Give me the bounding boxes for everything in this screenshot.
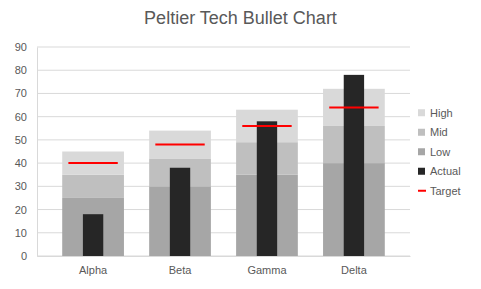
target-marker	[242, 125, 291, 127]
legend-swatch	[418, 190, 426, 192]
legend-label: High	[430, 107, 453, 119]
actual-bar	[170, 168, 190, 256]
x-tick: Beta	[169, 256, 193, 276]
y-tick-label: 90	[15, 41, 27, 53]
x-tick: Alpha	[79, 256, 108, 276]
target-marker	[155, 144, 204, 146]
x-axis: Alpha Beta Gamma Delta	[38, 256, 411, 276]
actual-bar	[83, 214, 103, 256]
y-tick: 80	[15, 64, 37, 76]
y-tick-label: 20	[15, 204, 27, 216]
y-tick-label: 0	[21, 250, 27, 262]
legend-swatch	[418, 148, 425, 155]
legend-item: Actual	[418, 165, 461, 177]
y-tick: 0	[21, 250, 37, 262]
chart-title: Peltier Tech Bullet Chart	[144, 8, 337, 28]
legend-item: Target	[418, 185, 461, 197]
y-tick: 90	[15, 41, 37, 53]
legend-label: Low	[430, 146, 450, 158]
x-tick: Gamma	[247, 256, 287, 276]
actual-bar	[344, 75, 364, 256]
y-tick-label: 60	[15, 111, 27, 123]
y-tick-label: 70	[15, 87, 27, 99]
grid	[37, 47, 410, 256]
plot-area: 0 10 20 30 40 50 60 70 80 90 Alpha Beta Gamma Delta	[15, 41, 411, 276]
target-marker	[329, 106, 378, 108]
y-tick: 40	[15, 157, 37, 169]
range-bar	[62, 198, 124, 256]
x-tick-label: Gamma	[247, 264, 287, 276]
y-tick-label: 10	[15, 227, 27, 239]
chart: Peltier Tech Bullet Chart 0 10 20 30 40 50 60 70…	[0, 0, 481, 289]
x-tick: Delta	[341, 256, 368, 276]
y-tick-label: 40	[15, 157, 27, 169]
target-marker	[68, 162, 117, 164]
y-tick: 70	[15, 87, 37, 99]
legend-item: High	[418, 107, 453, 119]
y-tick-label: 80	[15, 64, 27, 76]
legend-item: Low	[418, 146, 450, 158]
y-axis-line	[37, 48, 38, 257]
marks	[62, 75, 385, 256]
legend-label: Actual	[430, 165, 461, 177]
y-tick-label: 30	[15, 180, 27, 192]
range-bar	[149, 131, 211, 159]
legend-swatch	[418, 168, 425, 175]
range-bar	[62, 175, 124, 198]
actual-bar	[257, 121, 277, 256]
legend: High Mid Low Actual Target	[418, 107, 461, 197]
y-tick: 20	[15, 204, 37, 216]
y-tick: 50	[15, 134, 37, 146]
grid-line	[37, 70, 410, 71]
x-tick-label: Delta	[341, 264, 368, 276]
y-tick-label: 50	[15, 134, 27, 146]
legend-swatch	[418, 109, 425, 116]
legend-swatch	[418, 129, 425, 136]
legend-item: Mid	[418, 126, 448, 138]
legend-label: Target	[430, 185, 461, 197]
legend-label: Mid	[430, 126, 448, 138]
x-tick-label: Alpha	[79, 264, 108, 276]
y-axis: 0 10 20 30 40 50 60 70 80 90	[15, 41, 38, 262]
y-tick: 60	[15, 111, 37, 123]
x-tick-label: Beta	[169, 264, 193, 276]
y-tick: 30	[15, 180, 37, 192]
y-tick: 10	[15, 227, 37, 239]
grid-line	[37, 47, 410, 48]
x-axis-line	[38, 256, 411, 257]
range-bar	[62, 152, 124, 175]
